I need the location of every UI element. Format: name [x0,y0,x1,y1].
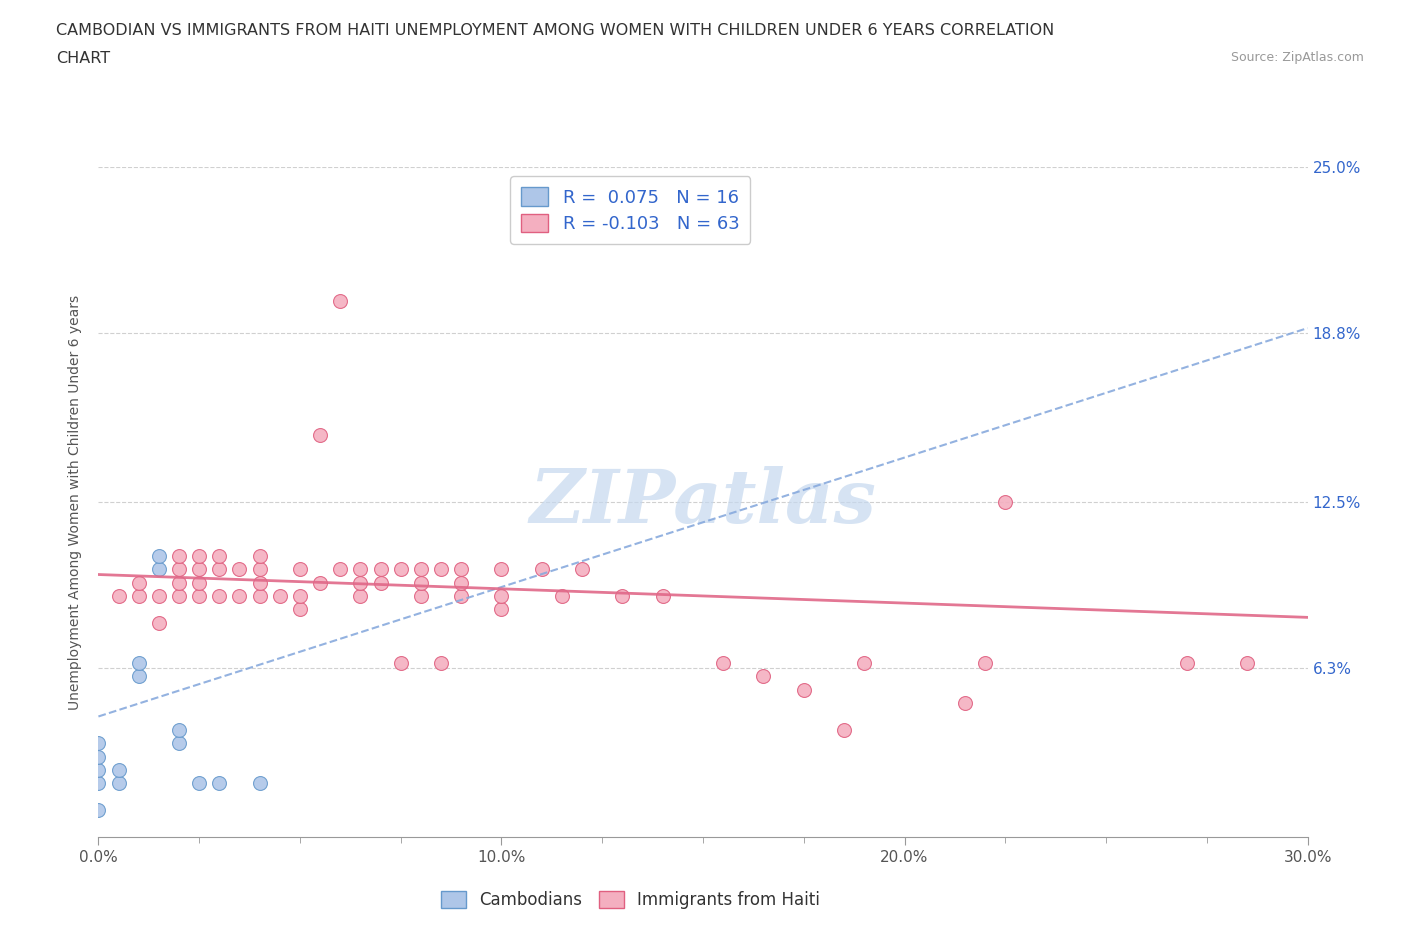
Point [188,776,211,790]
Point [430,562,453,577]
Point [87,763,110,777]
Point [450,562,472,577]
Point [994,495,1017,510]
Point [612,589,634,604]
Point [107,589,129,604]
Point [188,589,211,604]
Point [167,723,190,737]
Point [288,602,311,617]
Point [309,575,332,590]
Point [1175,656,1198,671]
Point [349,562,371,577]
Point [167,562,190,577]
Point [128,669,150,684]
Point [752,669,775,684]
Point [409,589,432,604]
Point [87,803,110,817]
Point [409,575,432,590]
Point [450,589,472,604]
Point [389,656,412,671]
Point [228,562,250,577]
Point [107,763,129,777]
Point [148,549,170,564]
Point [249,549,271,564]
Text: Source: ZipAtlas.com: Source: ZipAtlas.com [1230,51,1364,64]
Point [167,575,190,590]
Point [370,562,392,577]
Point [128,575,150,590]
Point [107,776,129,790]
Point [249,589,271,604]
Point [329,294,352,309]
Point [711,656,734,671]
Point [208,562,231,577]
Point [853,656,876,671]
Point [1236,656,1258,671]
Point [148,616,170,631]
Point [329,562,352,577]
Text: CAMBODIAN VS IMMIGRANTS FROM HAITI UNEMPLOYMENT AMONG WOMEN WITH CHILDREN UNDER : CAMBODIAN VS IMMIGRANTS FROM HAITI UNEMP… [56,23,1054,38]
Point [389,562,412,577]
Text: CHART: CHART [56,51,110,66]
Point [832,723,855,737]
Point [491,602,513,617]
Point [87,750,110,764]
Point [309,428,332,443]
Point [974,656,997,671]
Point [953,696,976,711]
Point [288,589,311,604]
Point [430,656,453,671]
Point [269,589,291,604]
Point [571,562,593,577]
Point [188,562,211,577]
Y-axis label: Unemployment Among Women with Children Under 6 years: Unemployment Among Women with Children U… [69,295,83,710]
Point [167,589,190,604]
Point [249,776,271,790]
Point [409,562,432,577]
Point [208,589,231,604]
Point [128,656,150,671]
Point [651,589,673,604]
Point [228,589,250,604]
Point [370,575,392,590]
Point [530,562,553,577]
Point [188,575,211,590]
Point [167,549,190,564]
Point [148,589,170,604]
Legend: Cambodians, Immigrants from Haiti: Cambodians, Immigrants from Haiti [434,884,827,916]
Point [87,736,110,751]
Point [551,589,574,604]
Point [188,549,211,564]
Point [491,562,513,577]
Point [87,776,110,790]
Point [450,575,472,590]
Point [148,562,170,577]
Point [249,575,271,590]
Point [288,562,311,577]
Point [167,736,190,751]
Point [349,589,371,604]
Point [128,589,150,604]
Text: ZIPatlas: ZIPatlas [530,466,876,538]
Point [349,575,371,590]
Point [249,562,271,577]
Point [208,549,231,564]
Point [491,589,513,604]
Point [208,776,231,790]
Point [793,683,815,698]
